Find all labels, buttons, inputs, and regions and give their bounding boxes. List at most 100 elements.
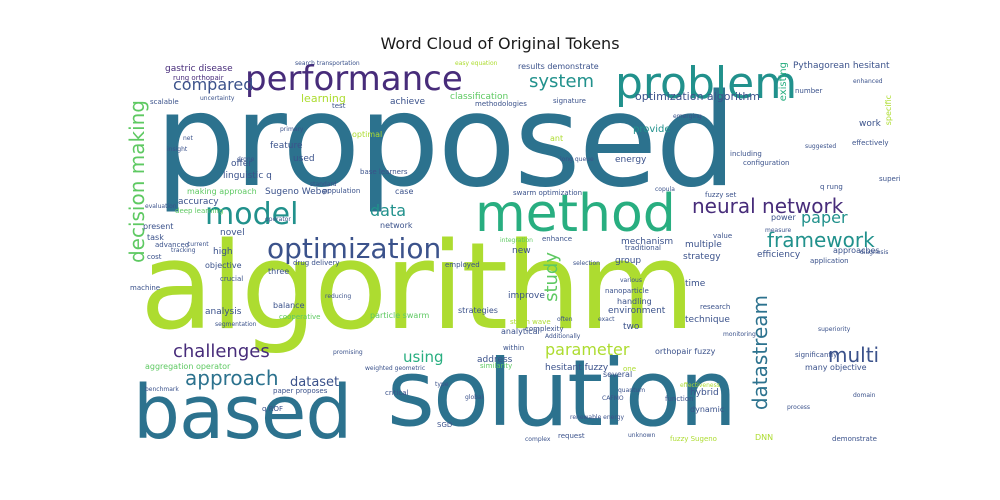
word-promising: promising [333, 349, 363, 356]
word-traditional: traditional [625, 244, 661, 252]
word-provide: provide [633, 124, 671, 135]
word-complex: complex [525, 436, 551, 443]
word-optimal: optimal [352, 130, 383, 139]
word-group: group [615, 256, 642, 266]
word-decision-making: decision making [125, 100, 149, 264]
word-model: model [205, 197, 299, 232]
word-task: task [147, 233, 164, 242]
word-classification: classification [450, 92, 509, 102]
word-several: several [603, 370, 633, 379]
word-reducing: reducing [325, 293, 352, 300]
word-operator: operator [265, 216, 291, 223]
word-linguistic-q: linguistic q [223, 171, 272, 181]
chart-title: Word Cloud of Original Tokens [380, 34, 620, 53]
word-enhanced: enhanced [853, 78, 883, 85]
word-accuracy: accuracy [178, 197, 219, 207]
word-dynamic: dynamic [690, 405, 725, 414]
word-approaches: approaches [833, 246, 880, 255]
word-feature: feature [270, 141, 303, 151]
word-tracking: tracking [171, 247, 196, 254]
word-benchmark: benchmark [145, 386, 179, 393]
word-process: process [787, 404, 811, 411]
word-problem: problem [615, 60, 798, 109]
word-algorithm: algorithm [140, 218, 695, 357]
word-based: based [133, 370, 352, 445]
word-objective: objective [205, 261, 242, 270]
word-machine: machine [130, 284, 161, 292]
word-cafmo: CAFMO [602, 395, 624, 402]
word-two: two [623, 322, 640, 332]
word-time: time [685, 279, 706, 289]
word-analysis: analysis [205, 307, 242, 317]
word-evaluation: evaluation [145, 203, 177, 210]
word-measure: measure [765, 227, 792, 234]
word-quantum: quantum [618, 387, 646, 394]
word-test: test [332, 102, 346, 110]
word-parameter: parameter [545, 340, 630, 359]
word-segmentation: segmentation [215, 321, 257, 328]
word-additionally: Additionally [545, 333, 581, 340]
word-uncertainty: uncertainty [200, 95, 235, 102]
word-strategy: strategy [683, 252, 721, 262]
word-effectiveness: effectiveness [680, 382, 720, 389]
word-superiority: superiority [818, 326, 851, 333]
word-work: work [859, 119, 881, 129]
word-many-objective: many objective [805, 363, 867, 372]
word-advanced: advanced [155, 241, 190, 249]
word-including: including [730, 150, 762, 158]
word-renewable-energy: renewable energy [570, 414, 625, 421]
word-aggregation-operator: aggregation operator [145, 362, 231, 371]
word-specific: specific [884, 95, 893, 126]
word-base-learners: base learners [360, 168, 408, 176]
word-current: current [187, 241, 209, 248]
word-compared: compared [173, 75, 254, 94]
word-analytical: analytical [501, 327, 540, 336]
word-exact: exact [598, 316, 615, 323]
word-dataset: dataset [290, 375, 340, 390]
word-improve: improve [508, 291, 545, 301]
word-easy-equation: easy equation [455, 60, 498, 67]
word-used: used [293, 154, 315, 164]
word-mechanism: mechanism [621, 237, 674, 247]
word-insight: insight [167, 146, 188, 153]
word-offer: offer [231, 159, 252, 169]
word-handling: handling [617, 297, 652, 306]
word-deep-learning: deep learning [175, 207, 224, 215]
word-value: value [713, 232, 733, 240]
word-present: present [143, 222, 174, 231]
word-optimization-algorithm: optimization algorithm [635, 90, 761, 103]
word-learning: learning [301, 92, 346, 105]
word-proposed: proposed [155, 67, 737, 216]
word-primary: primary [280, 126, 304, 133]
word-results-demonstrate: results demonstrate [518, 62, 599, 71]
word-network: network [380, 221, 413, 230]
word-method: method [475, 184, 676, 244]
word-using: using [403, 348, 444, 366]
word-net: net [183, 135, 193, 142]
word-often: often [557, 316, 573, 323]
word-cloud: proposed algorithm solution based method… [125, 60, 900, 445]
word-enhance: enhance [542, 235, 573, 243]
word-rung-orthopair: rung orthopair [173, 74, 224, 82]
word-efficiency: efficiency [757, 250, 801, 260]
word-novel: novel [220, 228, 245, 238]
word-framework: framework [767, 228, 875, 252]
word-strategies: strategies [458, 306, 498, 315]
word-approach: approach [185, 366, 279, 390]
word-number: number [795, 87, 823, 95]
word-application: application [810, 257, 849, 265]
word-system: system [529, 71, 595, 92]
word-optimization: optimization [267, 232, 442, 265]
word-long-queue: long queue [560, 156, 594, 163]
word-superior: superior [879, 175, 900, 183]
word-drug-delivery: drug delivery [293, 259, 340, 267]
word-effectively: effectively [852, 139, 889, 147]
word-population: population [323, 187, 361, 195]
word-emerging: emerging [673, 113, 702, 120]
word-configuration: configuration [743, 159, 790, 167]
word-study: study [541, 252, 562, 302]
word-energy: energy [615, 155, 647, 165]
word-multi: multi [828, 343, 880, 367]
word-challenges: challenges [173, 341, 270, 362]
word-q-rof: q ROF [262, 405, 284, 413]
